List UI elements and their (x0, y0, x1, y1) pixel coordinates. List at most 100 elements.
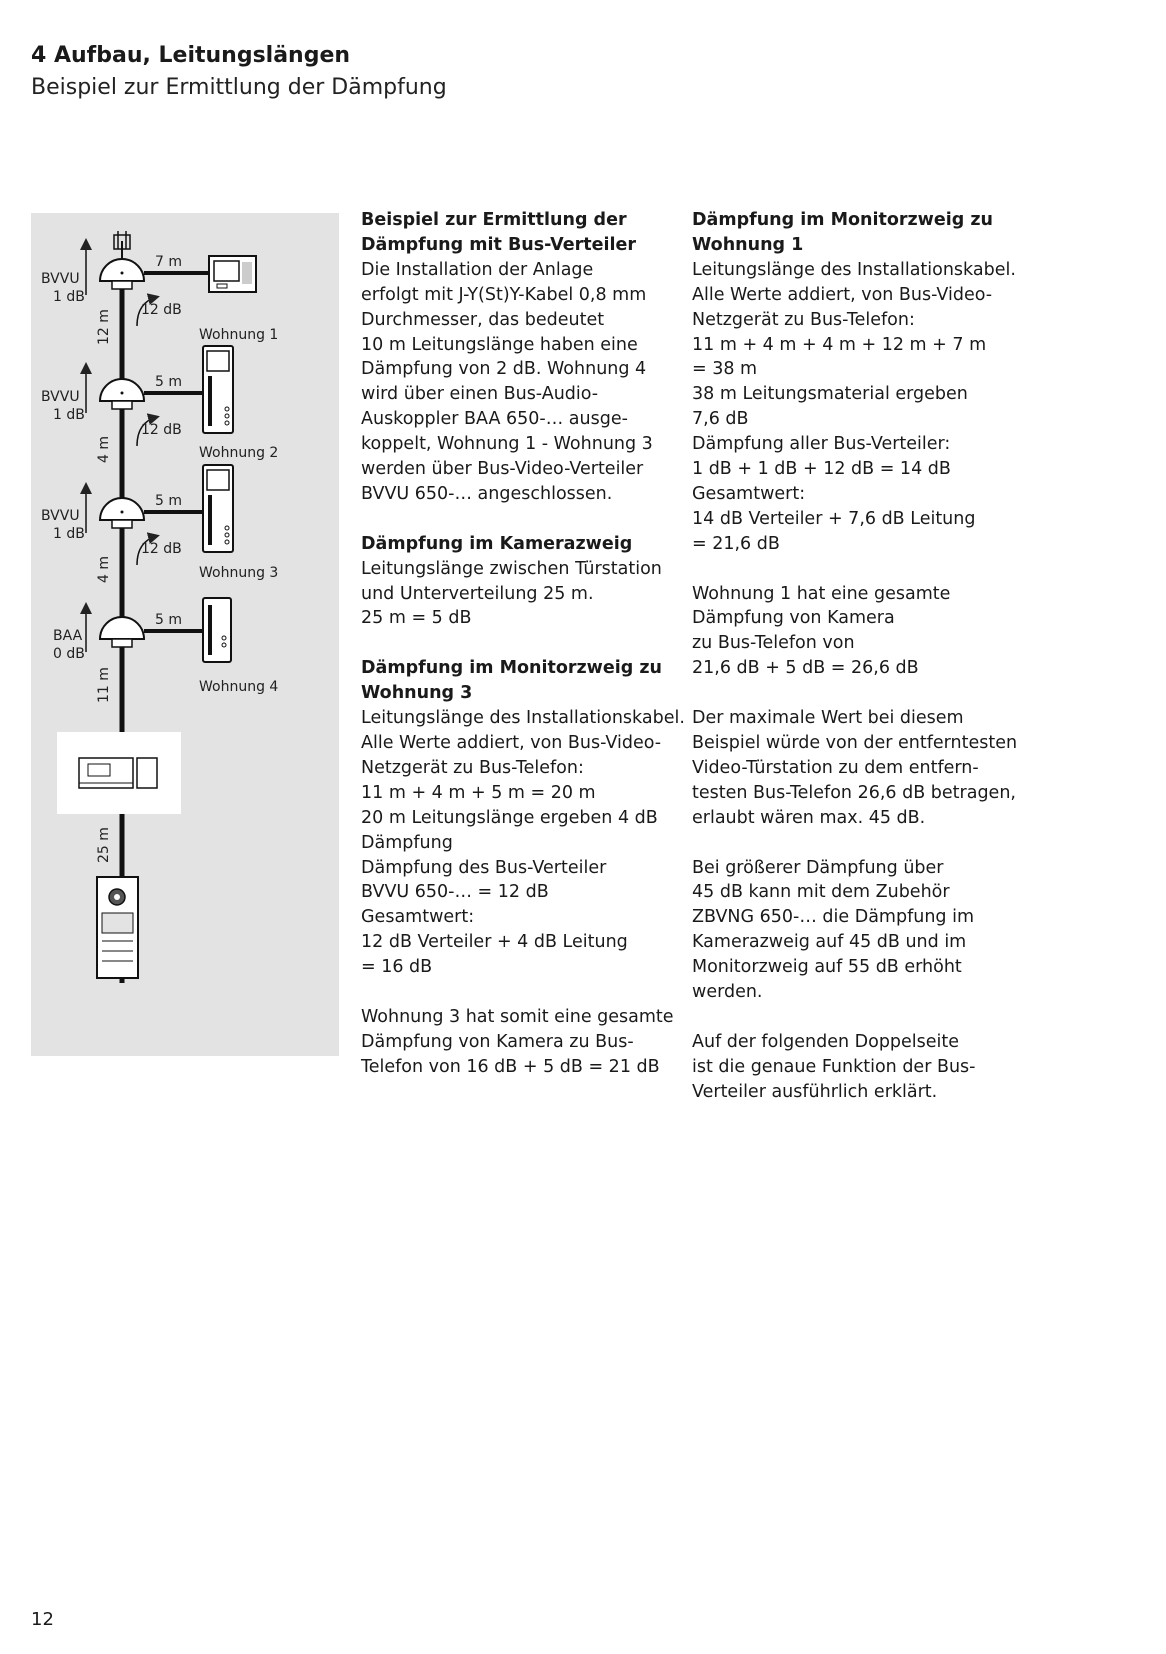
body-text-line: 45 dB kann mit dem Zubehör (692, 882, 950, 903)
body-text-line: Dämpfung von Kamera (692, 608, 895, 629)
segment-length-1: 12 m (96, 309, 112, 345)
attenuation-arrow-2 (136, 413, 160, 447)
segment-length-4: 11 m (96, 667, 112, 703)
body-text-line: = 38 m (692, 359, 758, 380)
body-text-line: werden über Bus-Video-Verteiler (361, 459, 644, 480)
body-text-line: Der maximale Wert bei diesem (692, 708, 964, 729)
body-text-line: ist die genaue Funktion der Bus- (692, 1056, 976, 1077)
video-phone-icon-3 (202, 464, 234, 553)
section-heading-line: Beispiel zur Ermittlung der (361, 210, 627, 230)
body-text-line: 38 m Leitungsmaterial ergeben (692, 384, 968, 405)
distributor-4-value: 0 dB (53, 646, 85, 662)
body-text-line: 25 m = 5 dB (361, 608, 472, 629)
body-text-line: Dämpfung von Kamera zu Bus- (361, 1031, 634, 1052)
power-supply-icon (78, 757, 158, 789)
body-text-line: = 16 dB (361, 957, 433, 978)
page-number: 12 (31, 1609, 54, 1630)
video-phone-icon-2 (202, 345, 234, 434)
body-text-line: Gesamtwert: (692, 483, 806, 504)
branch-length-4: 5 m (155, 612, 182, 628)
section-heading-line: Dämpfung im Monitorzweig zu (361, 658, 662, 679)
distributor-4-type: BAA (53, 628, 83, 644)
door-station-icon (96, 876, 139, 979)
apartment-2-label: Wohnung 2 (199, 445, 278, 461)
paragraph-gap (692, 557, 1012, 582)
body-text-line: Leitungslänge des Installationskabel. (692, 259, 1016, 280)
text-column-1: Beispiel zur Ermittlung der Dämpfung mit … (361, 208, 685, 1080)
body-text-line: Beispiel würde von der entferntesten (692, 733, 1018, 753)
audio-phone-icon-4 (202, 597, 232, 663)
section-heading-line: Dämpfung im Monitorzweig zu (692, 210, 993, 230)
body-text-line: und Unterverteilung 25 m. (361, 583, 594, 604)
body-text-line: erfolgt mit J-Y(St)Y-Kabel 0,8 mm (361, 284, 647, 305)
body-text-line: 11 m + 4 m + 5 m = 20 m (361, 782, 596, 803)
body-text-line: Netzgerät zu Bus-Telefon: (361, 757, 584, 778)
body-text-line: Leitungslänge des Installationskabel. (361, 708, 685, 729)
body-text-line: 12 dB Verteiler + 4 dB Leitung (361, 932, 628, 953)
body-text-line: ZBVNG 650-… die Dämpfung im (692, 907, 974, 928)
section-heading-line: Wohnung 3 (361, 683, 473, 704)
body-text-line: Wohnung 3 hat somit eine gesamte (361, 1006, 674, 1027)
body-text-line: = 21,6 dB (692, 533, 780, 554)
distributor-3 (98, 497, 146, 529)
distributor-1-value: 1 dB (53, 289, 85, 305)
distributor-1-type: BVVU (41, 271, 80, 287)
body-text-line: 21,6 dB + 5 dB = 26,6 dB (692, 658, 919, 679)
attenuation-3: 12 dB (141, 541, 182, 557)
distributor-3-type: BVVU (41, 508, 80, 524)
body-text-line: Gesamtwert: (361, 907, 475, 928)
body-text-line: testen Bus-Telefon 26,6 dB betragen, (692, 782, 1016, 803)
body-text-line: 10 m Leitungslänge haben eine (361, 334, 638, 355)
body-text-line: zu Bus-Telefon von (692, 633, 855, 654)
page-title: 4 Aufbau, Leitungslängen (31, 43, 351, 68)
distributor-2-value: 1 dB (53, 407, 85, 423)
segment-length-3: 4 m (96, 556, 112, 583)
segment-length-2: 4 m (96, 436, 112, 463)
branch-length-2: 5 m (155, 374, 182, 390)
apartment-1-label: Wohnung 1 (199, 327, 278, 343)
body-text-line: 11 m + 4 m + 4 m + 12 m + 7 m (692, 334, 987, 355)
body-text-line: 14 dB Verteiler + 7,6 dB Leitung (692, 508, 976, 529)
distributor-1 (98, 258, 146, 290)
body-text-line: Durchmesser, das bedeutet (361, 309, 605, 330)
body-text-line: 7,6 dB (692, 409, 749, 430)
body-text-line: Auskoppler BAA 650-… ausge- (361, 409, 628, 430)
attenuation-arrow-1 (136, 293, 160, 327)
body-text-line: Alle Werte addiert, von Bus-Video- (692, 284, 993, 305)
distributor-3-value: 1 dB (53, 526, 85, 542)
apartment-4-label: Wohnung 4 (199, 679, 278, 695)
section-heading-line: Dämpfung mit Bus-Verteiler (361, 234, 636, 255)
wiring-diagram: BVVU 1 dB 7 m 12 dB Wohnung 1 12 m BVVU … (31, 213, 339, 1056)
paragraph-gap (361, 507, 681, 532)
body-text-line: BVVU 650-… = 12 dB (361, 882, 549, 903)
text-column-2: Dämpfung im Monitorzweig zu Wohnung 1 Leit… (692, 208, 1018, 1105)
body-text-line: Leitungslänge zwischen Türstation (361, 558, 662, 579)
section-heading-line: Dämpfung im Kamerazweig (361, 533, 633, 554)
body-text-line: BVVU 650-… angeschlossen. (361, 483, 613, 504)
branch-length-1: 7 m (155, 254, 182, 270)
paragraph-gap (692, 681, 1012, 706)
page-subtitle: Beispiel zur Ermittlung der Dämpfung (31, 75, 447, 100)
body-text-line: Monitorzweig auf 55 dB erhöht (692, 957, 962, 978)
body-text-line: 20 m Leitungslänge ergeben 4 dB (361, 807, 658, 828)
distributor-2-type: BVVU (41, 389, 80, 405)
paragraph-gap (361, 631, 681, 656)
body-text-line: 1 dB + 1 dB + 12 dB = 14 dB (692, 459, 951, 480)
body-text-line: Kamerazweig auf 45 dB und im (692, 932, 967, 953)
body-text-line: Die Installation der Anlage (361, 259, 594, 280)
body-text-line: Netzgerät zu Bus-Telefon: (692, 309, 915, 330)
distributor-2 (98, 378, 146, 410)
body-text-line: Auf der folgenden Doppelseite (692, 1031, 960, 1052)
attenuation-1: 12 dB (141, 302, 182, 318)
segment-length-5: 25 m (96, 827, 112, 863)
diagram-background (31, 213, 339, 1056)
body-text-line: Dämpfung (361, 832, 453, 853)
distributor-4 (98, 616, 146, 648)
body-text-line: Wohnung 1 hat eine gesamte (692, 583, 951, 604)
apartment-3-label: Wohnung 3 (199, 565, 278, 581)
body-text-line: wird über einen Bus-Audio- (361, 384, 599, 405)
body-text-line: Alle Werte addiert, von Bus-Video- (361, 733, 662, 753)
body-text-line: werden. (692, 982, 763, 1003)
body-text-line: koppelt, Wohnung 1 - Wohnung 3 (361, 434, 653, 455)
paragraph-gap (692, 831, 1012, 856)
